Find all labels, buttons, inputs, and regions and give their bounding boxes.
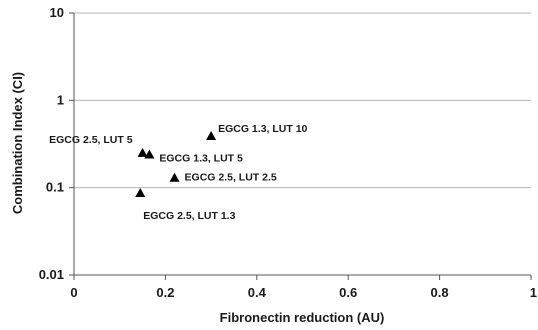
data-point-3 <box>169 172 180 182</box>
x-tick-label-2: 0.4 <box>248 285 267 300</box>
point-label-4: EGCG 2.5, LUT 1.3 <box>143 210 235 222</box>
x-axis-title: Fibronectin reduction (AU) <box>220 310 385 325</box>
x-tick-label-0: 0 <box>70 285 77 300</box>
data-point-2 <box>144 149 155 159</box>
point-label-3: EGCG 2.5, LUT 2.5 <box>185 172 277 184</box>
x-tick-labels: 0 0.2 0.4 0.6 0.8 1 <box>70 285 537 300</box>
axes <box>69 12 532 280</box>
point-label-2: EGCG 1.3, LUT 5 <box>159 152 243 164</box>
y-tick-label-3: 10 <box>50 5 64 20</box>
data-point-1 <box>137 147 148 157</box>
x-tick-label-1: 0.2 <box>156 285 174 300</box>
x-tick-label-5: 1 <box>530 285 537 300</box>
y-tick-labels: 0.01 0.1 1 10 <box>39 5 64 282</box>
data-point-4 <box>135 187 146 197</box>
y-tick-label-0: 0.01 <box>39 267 64 282</box>
x-tick-label-3: 0.6 <box>339 285 357 300</box>
y-tick-label-1: 0.1 <box>46 180 64 195</box>
y-axis-title: Combination Index (CI) <box>10 72 25 214</box>
data-points <box>135 131 217 197</box>
y-tick-label-2: 1 <box>57 92 64 107</box>
point-labels: EGCG 1.3, LUT 10 EGCG 2.5, LUT 5 EGCG 1.3,… <box>49 123 307 222</box>
point-label-1: EGCG 2.5, LUT 5 <box>49 134 133 146</box>
point-label-0: EGCG 1.3, LUT 10 <box>218 123 307 135</box>
grid-lines <box>74 12 531 189</box>
data-point-0 <box>206 131 217 141</box>
x-tick-label-4: 0.8 <box>431 285 449 300</box>
